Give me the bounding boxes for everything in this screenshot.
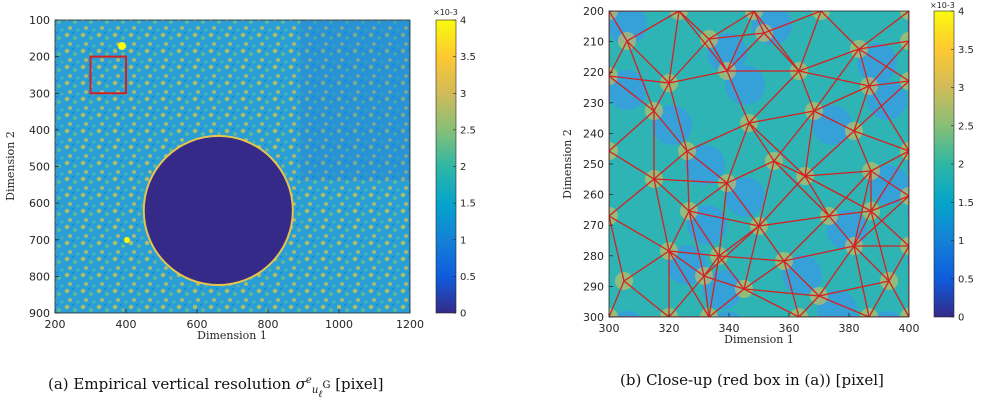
colorbar-tick-label: 1 bbox=[460, 235, 466, 246]
y-tick-label: 290 bbox=[583, 280, 604, 293]
colorbar-tick-label: 3 bbox=[958, 83, 964, 94]
x-axis-label-a: Dimension 1 bbox=[197, 329, 267, 342]
y-tick-label: 280 bbox=[583, 250, 604, 263]
colorbar-tick-label: 4 bbox=[958, 7, 964, 18]
caption-a-symbol: σ bbox=[296, 375, 306, 393]
colorbar-tick-label: 0.5 bbox=[958, 274, 974, 285]
colorbar-tick-label: 4 bbox=[460, 16, 466, 27]
y-axis-label-a: Dimension 2 bbox=[4, 131, 17, 201]
y-tick-label: 900 bbox=[29, 307, 50, 320]
y-axis-label-b: Dimension 2 bbox=[561, 129, 574, 199]
panel-b: 300 320 340 360 380 4002002102202302402502602… bbox=[561, 2, 947, 351]
colorbar-b-ticks: 0 0.5 1 1.5 2 2.5 3 3.5 4 bbox=[951, 7, 974, 324]
heatmap-a-shade bbox=[300, 20, 410, 180]
y-tick-label: 250 bbox=[583, 158, 604, 171]
y-tick-label: 220 bbox=[583, 66, 604, 79]
y-tick-label: 270 bbox=[583, 219, 604, 232]
colorbar-a: 0 0.5 1 1.5 2 2.5 3 3.5 4 ×10-3 bbox=[433, 8, 476, 320]
caption-b: (b) Close-up (red box in (a)) [pixel] bbox=[620, 371, 884, 389]
colorbar-tick-label: 2.5 bbox=[958, 121, 974, 132]
colorbar-b-exponent: ×10-3 bbox=[930, 1, 955, 10]
y-tick-label: 230 bbox=[583, 97, 604, 110]
colorbar-tick-label: 1.5 bbox=[460, 199, 476, 210]
y-tick-label: 500 bbox=[29, 161, 50, 174]
x-tick-label: 380 bbox=[839, 322, 860, 335]
colorbar-tick-label: 2 bbox=[958, 160, 964, 171]
x-tick-label: 1000 bbox=[325, 318, 353, 331]
colorbar-tick-label: 0.5 bbox=[460, 272, 476, 283]
x-axis-label-b: Dimension 1 bbox=[724, 333, 794, 346]
hotspot-a-left bbox=[124, 237, 130, 243]
panel-a: 200 400 600 800 1000 1200 100 200 300 400 500 600 70… bbox=[4, 14, 424, 342]
y-tick-label: 300 bbox=[29, 87, 50, 100]
excluded-circle bbox=[144, 136, 293, 285]
y-tick-label: 240 bbox=[583, 127, 604, 140]
colorbar-a-exponent: ×10-3 bbox=[433, 8, 458, 17]
colorbar-tick-label: 2 bbox=[460, 162, 466, 173]
colorbar-a-ticks: 0 0.5 1 1.5 2 2.5 3 3.5 4 bbox=[453, 16, 476, 320]
y-tick-label: 100 bbox=[29, 14, 50, 27]
colorbar-tick-label: 0 bbox=[958, 313, 964, 324]
x-tick-label: 1200 bbox=[396, 318, 424, 331]
colorbar-tick-label: 1 bbox=[958, 236, 964, 247]
y-tick-label: 200 bbox=[29, 51, 50, 64]
y-tick-label: 260 bbox=[583, 189, 604, 202]
y-tick-label: 700 bbox=[29, 234, 50, 247]
y-tick-label: 200 bbox=[583, 5, 604, 18]
colorbar-tick-label: 2.5 bbox=[460, 125, 476, 136]
y-tick-label: 210 bbox=[583, 36, 604, 49]
y-tick-label: 800 bbox=[29, 270, 50, 283]
y-tick-label: 600 bbox=[29, 197, 50, 210]
caption-a-suffix: [pixel] bbox=[330, 375, 383, 393]
caption-a-prefix: (a) Empirical vertical resolution bbox=[48, 375, 296, 393]
colorbar-tick-label: 1.5 bbox=[958, 198, 974, 209]
colorbar-b: 0 0.5 1 1.5 2 2.5 3 3.5 4 ×10-3 bbox=[930, 1, 974, 324]
x-tick-label: 400 bbox=[116, 318, 137, 331]
y-tick-label: 400 bbox=[29, 124, 50, 137]
x-tick-label: 400 bbox=[899, 322, 920, 335]
y-tick-label: 300 bbox=[583, 311, 604, 324]
caption-a: (a) Empirical vertical resolution σeuℓG … bbox=[48, 371, 383, 400]
hotspot-a-top bbox=[118, 42, 126, 50]
x-tick-label: 320 bbox=[659, 322, 680, 335]
colorbar-tick-label: 0 bbox=[460, 309, 466, 320]
colorbar-tick-label: 3 bbox=[460, 89, 466, 100]
colorbar-tick-label: 3.5 bbox=[958, 45, 974, 56]
colorbar-tick-label: 3.5 bbox=[460, 52, 476, 63]
